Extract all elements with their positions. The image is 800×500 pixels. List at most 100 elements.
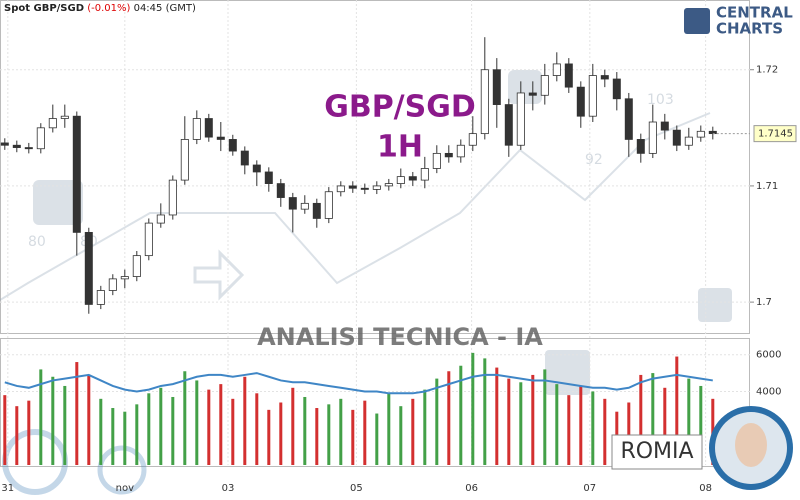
volume-bar: [363, 400, 367, 465]
candle-body: [480, 69, 489, 135]
candle-body: [468, 133, 477, 146]
volume-bar: [699, 385, 703, 465]
volume-bar: [651, 373, 655, 465]
candle-body: [432, 152, 441, 169]
watermark-timeframe: 1H: [377, 130, 423, 165]
badge-box: [611, 434, 703, 470]
watermark-line: [0, 112, 711, 301]
brand-top: CENTRAL: [716, 4, 793, 22]
x-tick-label: 06: [465, 483, 478, 494]
volume-bar: [171, 396, 175, 465]
avatar-face: [735, 423, 767, 467]
volume-bar: [219, 384, 223, 465]
volume-bar: [555, 384, 559, 465]
badge: ROMIA: [620, 439, 693, 464]
candle-body: [264, 171, 273, 184]
watermark-caption: ANALISI TECNICA - IA: [257, 323, 543, 351]
logo-mark: [684, 8, 710, 34]
volume-tick-label: 4000: [756, 386, 781, 397]
volume-bar: [99, 398, 103, 465]
candle-body: [648, 121, 657, 154]
volume-bar: [267, 409, 271, 465]
watermark-arrow: [193, 249, 245, 301]
volume-bar: [75, 362, 79, 465]
candle-body: [624, 98, 633, 140]
candle-body: [96, 290, 105, 305]
volume-bar: [51, 376, 55, 465]
volume-bar: [579, 385, 583, 465]
candle-body: [672, 129, 681, 146]
candle-body: [72, 115, 81, 233]
volume-bar: [255, 393, 259, 465]
candle-body: [36, 127, 45, 150]
candle-body: [396, 176, 405, 184]
volume-bar: [39, 369, 43, 465]
price-panel: [0, 0, 750, 334]
candle-body: [540, 75, 549, 96]
watermark-number: 92: [585, 152, 603, 168]
y-tick-label: 1.71: [756, 181, 778, 192]
candle-body: [84, 231, 93, 305]
candle-body: [228, 139, 237, 152]
title-change: (-0.01%): [87, 3, 130, 14]
candle-body: [312, 202, 321, 219]
candle-body: [276, 183, 285, 198]
candle-body: [24, 147, 33, 150]
volume-bar: [663, 387, 667, 465]
volume-bar: [591, 391, 595, 465]
watermark-icon: [545, 350, 590, 395]
brand-bottom: CHARTS: [716, 20, 783, 38]
volume-bar: [135, 404, 139, 465]
candle-body: [384, 183, 393, 187]
candle-body: [204, 118, 213, 138]
volume-bar: [519, 382, 523, 465]
volume-bar: [675, 356, 679, 465]
volume-bar: [411, 398, 415, 465]
candle-body: [660, 121, 669, 131]
last-price-label: 1.7145: [758, 129, 793, 140]
volume-bar: [303, 396, 307, 465]
volume-bar: [351, 409, 355, 465]
volume-bar: [15, 406, 19, 465]
candle-body: [372, 185, 381, 190]
volume-bar: [123, 411, 127, 465]
volume-bar: [375, 413, 379, 465]
volume-bar: [603, 398, 607, 465]
watermark-icon: [33, 180, 83, 225]
volume-bar: [507, 378, 511, 465]
volume-bar: [327, 404, 331, 465]
volume-bar: [435, 378, 439, 465]
candle-body: [324, 191, 333, 219]
candle-body: [444, 152, 453, 158]
volume-bar: [243, 376, 247, 465]
candle-body: [492, 69, 501, 105]
volume-bar: [483, 358, 487, 465]
candle-body: [552, 63, 561, 76]
watermark-icon: [698, 288, 732, 322]
title-symbol: Spot GBP/SGD: [4, 3, 84, 14]
volume-bar: [159, 387, 163, 465]
candle-body: [48, 118, 57, 129]
volume-bar: [147, 393, 151, 465]
volume-bar: [627, 402, 631, 465]
candle-layer: [0, 37, 717, 314]
candle-body: [252, 164, 261, 173]
candle-body: [576, 86, 585, 117]
last-price-box: [753, 125, 797, 143]
candle-body: [216, 136, 225, 140]
volume-bar: [387, 393, 391, 465]
candle-body: [636, 139, 645, 154]
candle-body: [120, 276, 129, 280]
y-tick-label: 1.72: [756, 65, 778, 76]
title-time: 04:45 (GMT): [134, 3, 196, 14]
volume-bar: [543, 369, 547, 465]
candle-body: [108, 278, 117, 291]
volume-bar: [531, 374, 535, 465]
volume-bar: [639, 374, 643, 465]
volume-bar: [279, 402, 283, 465]
candle-body: [288, 197, 297, 210]
candle-body: [192, 118, 201, 140]
volume-bar: [183, 371, 187, 465]
volume-bar: [423, 389, 427, 465]
